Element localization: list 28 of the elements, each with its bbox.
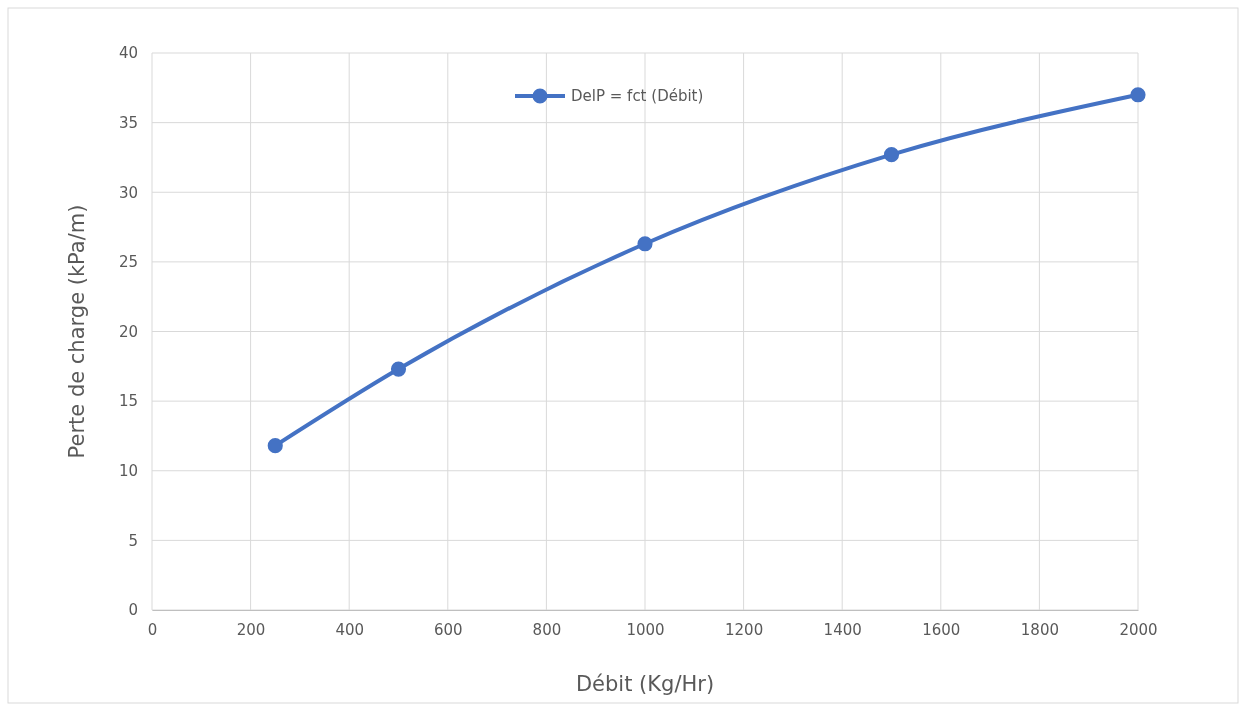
x-tick-label: 1200: [725, 620, 764, 639]
point: [637, 236, 653, 252]
x-tick-label: 1600: [922, 620, 961, 639]
x-tick-label: 400: [335, 620, 365, 639]
y-tick-label: 35: [118, 113, 138, 132]
y-tick-label: 5: [128, 531, 138, 550]
x-tick-label: 1000: [626, 620, 665, 639]
y-tick-label: 40: [118, 44, 138, 63]
point: [1130, 87, 1146, 103]
y-tick-label: 15: [118, 392, 138, 411]
x-tick-label: 1400: [823, 620, 862, 639]
point: [267, 438, 283, 454]
y-tick-label: 30: [118, 183, 138, 202]
x-tick-label: 0: [147, 620, 158, 639]
legend-label: DelP = fct (Débit): [571, 87, 704, 105]
y-axis-title: Perte de charge (kPa/m): [65, 204, 89, 459]
x-axis-title: Débit (Kg/Hr): [575, 672, 715, 696]
point: [883, 147, 900, 163]
x-tick-label: 1800: [1020, 620, 1059, 639]
x-tick-label: 800: [532, 620, 562, 639]
y-tick-label: 20: [118, 322, 138, 341]
y-tick-label: 10: [118, 462, 138, 481]
x-tick-label: 2000: [1119, 620, 1158, 639]
y-tick-label: 25: [118, 253, 138, 272]
x-tick-label: 200: [236, 620, 266, 639]
y-tick-label: 0: [128, 601, 138, 620]
x-tick-label: 600: [433, 620, 463, 639]
point: [390, 361, 407, 377]
